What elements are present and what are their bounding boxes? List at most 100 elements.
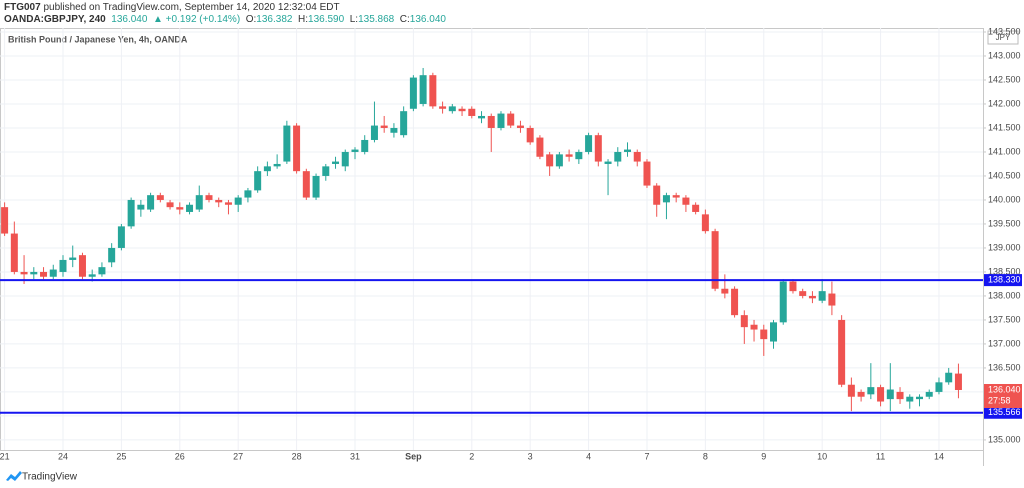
candle-body — [312, 175, 320, 198]
candle-body — [828, 293, 836, 306]
x-tick-label: 8 — [703, 451, 708, 461]
candle-body — [380, 125, 388, 128]
y-tick-label: 140.500 — [988, 170, 1021, 180]
candle-body — [779, 281, 787, 323]
y-tick-label: 135.000 — [988, 434, 1021, 444]
x-tick-label: 4 — [586, 451, 591, 461]
y-tick-label: 142.500 — [988, 74, 1021, 84]
candle-body — [886, 389, 894, 400]
last-price-label: 136.040 — [988, 384, 1021, 394]
candle-body — [935, 382, 943, 392]
x-tick-label: Sep — [405, 451, 422, 461]
candle-body — [117, 226, 125, 248]
candle-body — [419, 75, 427, 104]
candle-body — [604, 161, 612, 164]
candle-body — [351, 149, 359, 152]
candle-body — [10, 233, 18, 272]
change: ▲ +0.192 (+0.14%) — [152, 14, 241, 25]
logo-icon — [6, 471, 22, 481]
x-tick-label: 28 — [292, 451, 302, 461]
y-tick-label: 141.000 — [988, 146, 1021, 156]
candle-body — [594, 135, 602, 162]
h-value: 136.590 — [308, 14, 345, 25]
candle-body — [847, 384, 855, 397]
candle-body — [439, 106, 447, 109]
candle-body — [789, 281, 797, 292]
candle-body — [429, 75, 437, 107]
candle-body — [614, 151, 622, 162]
candle-body — [478, 115, 486, 119]
candle-body — [195, 195, 203, 210]
published: published on TradingView.com, September … — [43, 2, 340, 13]
candle-body — [224, 202, 232, 205]
candle-body — [906, 396, 914, 402]
x-tick-label: 7 — [644, 451, 649, 461]
candle-body — [69, 257, 77, 260]
y-tick-label: 138.000 — [988, 290, 1021, 300]
candle-body — [186, 204, 194, 212]
x-tick-label: 27 — [233, 451, 243, 461]
c-value: 136.040 — [409, 14, 446, 25]
candle-body — [147, 195, 155, 210]
candle-body — [701, 214, 709, 232]
candle-body — [487, 115, 495, 128]
candle-body — [896, 391, 904, 400]
candle-body — [390, 127, 398, 133]
candle-body — [370, 125, 378, 140]
y-tick-label: 138.500 — [988, 266, 1021, 276]
price-label-box — [984, 406, 1022, 419]
publish-line: FTG007 published on TradingView.com, Sep… — [4, 2, 446, 14]
candle-body — [98, 267, 106, 275]
candle-body — [565, 154, 573, 157]
currency: JPY — [996, 33, 1011, 42]
candle-body — [176, 207, 184, 210]
candle-body — [808, 295, 816, 299]
last-price: 136.040 — [111, 14, 148, 25]
candle-body — [633, 151, 641, 162]
candle-body — [137, 204, 145, 210]
x-tick-label: 9 — [761, 451, 766, 461]
candle-body — [40, 271, 48, 277]
candle-body — [49, 269, 57, 277]
candle-body — [361, 139, 369, 152]
candle-body — [1, 207, 9, 234]
header: FTG007 published on TradingView.com, Sep… — [4, 2, 446, 26]
y-tick-label: 136.500 — [988, 362, 1021, 372]
l-value: 135.868 — [358, 14, 395, 25]
author: FTG007 — [4, 2, 41, 13]
candle-body — [263, 166, 271, 172]
candle-body — [925, 391, 933, 397]
candle-body — [254, 171, 262, 191]
x-tick-label: 2 — [469, 451, 474, 461]
candle-body — [575, 151, 583, 160]
x-tick-label: 26 — [175, 451, 185, 461]
candle-body — [127, 199, 135, 227]
candle-body — [88, 274, 96, 277]
chart-title: British Pound / Japanese Yen, 4h, OANDA — [8, 34, 188, 44]
countdown: 27:58 — [988, 395, 1011, 405]
o-value: 136.382 — [256, 14, 293, 25]
candle-body — [458, 108, 466, 112]
candle-body — [662, 195, 670, 203]
h-label: H: — [298, 14, 309, 25]
y-tick-label: 143.000 — [988, 50, 1021, 60]
candle-body — [711, 231, 719, 289]
x-tick-label: 24 — [58, 451, 68, 461]
y-tick-label: 143.500 — [988, 26, 1021, 36]
candle-body — [536, 137, 544, 157]
l-label: L: — [349, 14, 359, 25]
plot-frame — [0, 28, 984, 451]
price-label-box — [984, 274, 1022, 287]
candle-body — [721, 288, 729, 294]
candle-body — [244, 190, 252, 198]
candle-body — [877, 387, 885, 402]
candle-body — [672, 195, 680, 198]
x-tick-label: 31 — [350, 451, 360, 461]
candle-body — [731, 288, 739, 316]
price-label: 138.330 — [988, 274, 1021, 284]
x-tick-label: 3 — [528, 451, 533, 461]
currency-box — [987, 30, 1019, 45]
candle-body — [624, 149, 632, 152]
x-tick-label: 11 — [876, 451, 885, 461]
